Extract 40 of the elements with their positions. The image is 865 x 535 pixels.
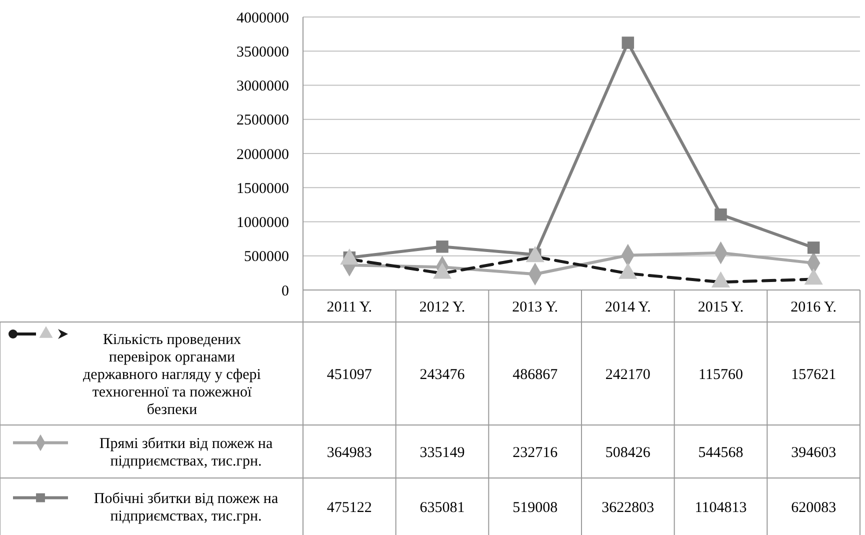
data-label: 1104813 [694, 500, 747, 516]
data-label: 635081 [420, 500, 465, 516]
data-label: 475122 [326, 500, 372, 516]
data-label: 157621 [791, 366, 836, 383]
y-tick-label: 1500000 [236, 180, 289, 197]
data-label: 519008 [512, 500, 558, 516]
legend-label: Кількість проведених перевірок органами державного нагляду у сфері техногенної та пожежної безпеки [83, 332, 261, 418]
data-label: 335149 [420, 444, 465, 461]
y-tick-label: 500000 [244, 249, 289, 266]
point [714, 208, 727, 221]
data-label: 508426 [605, 444, 651, 461]
y-tick-label: 2000000 [236, 146, 289, 163]
point [436, 240, 448, 253]
data-label: 364983 [326, 444, 372, 461]
legend-label: Побічні збитки від пожеж на підприємствах, тис.грн. [94, 491, 278, 524]
y-tick-label: 2500000 [236, 112, 289, 129]
data-label: 115760 [698, 366, 743, 383]
x-tick-label: 2014 Y. [604, 299, 651, 316]
data-label: 544568 [698, 444, 744, 461]
y-tick-label: 0 [282, 283, 289, 300]
x-tick-label: 2016 Y. [790, 299, 837, 316]
x-tick-label: 2012 Y. [419, 299, 466, 316]
y-tick-label: 1000000 [236, 215, 289, 231]
data-label: 3622803 [602, 500, 654, 516]
data-label: 232716 [512, 444, 558, 461]
legend-label: Прямі збитки від пожеж на підприємствах, тис.грн. [99, 436, 273, 470]
y-tick-label: 3000000 [236, 78, 289, 94]
data-label: 451097 [326, 366, 372, 383]
point [807, 242, 820, 254]
data-label: 242170 [605, 366, 650, 383]
data-label: 620083 [791, 500, 836, 516]
y-tick-label: 4000000 [236, 10, 289, 26]
x-tick-label: 2015 Y. [698, 299, 744, 316]
x-tick-label: 2011 Y. [326, 299, 372, 316]
point [622, 36, 634, 49]
data-label: 486867 [512, 366, 558, 383]
y-tick-label: 3500000 [236, 44, 289, 60]
data-label: 394603 [791, 444, 836, 461]
data-label: 243476 [420, 366, 466, 383]
x-tick-label: 2013 Y. [512, 299, 558, 316]
